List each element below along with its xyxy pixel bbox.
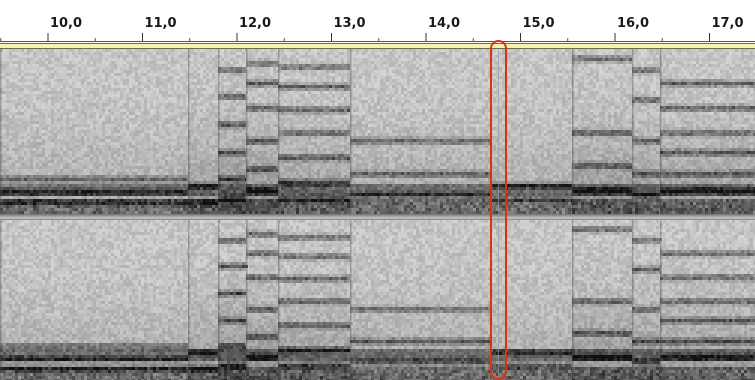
spectrogram-channel-1[interactable] [0,49,755,214]
tick-label-1: 11,0 [144,16,176,31]
spectrogram-channel-2[interactable] [0,220,755,380]
channel-divider [0,214,755,220]
spectrogram-image-1 [0,49,755,214]
selection-cursor-marker[interactable] [490,40,507,380]
selection-band[interactable] [0,43,755,49]
spectrogram-cells [0,49,755,214]
tick-label-5: 15,0 [522,16,554,31]
tick-label-4: 14,0 [428,16,460,31]
tick-label-6: 16,0 [617,16,649,31]
tick-label-7: 17,0 [711,16,743,31]
tick-label-0: 10,0 [50,16,82,31]
ruler-ticks [0,33,755,42]
time-ruler[interactable]: 10,0 11,0 12,0 13,0 14,0 15,0 16,0 17,0 [0,0,755,42]
spectrogram-image-2 [0,220,755,380]
tick-label-3: 13,0 [333,16,365,31]
tick-label-2: 12,0 [239,16,271,31]
playhead-line [498,49,499,380]
spectrogram-cells [0,220,755,380]
